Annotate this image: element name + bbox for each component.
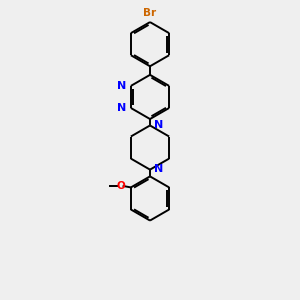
Text: N: N [154, 164, 164, 174]
Text: N: N [154, 120, 164, 130]
Text: Br: Br [143, 8, 157, 18]
Text: N: N [117, 81, 127, 91]
Text: N: N [117, 103, 127, 113]
Text: O: O [116, 181, 125, 191]
